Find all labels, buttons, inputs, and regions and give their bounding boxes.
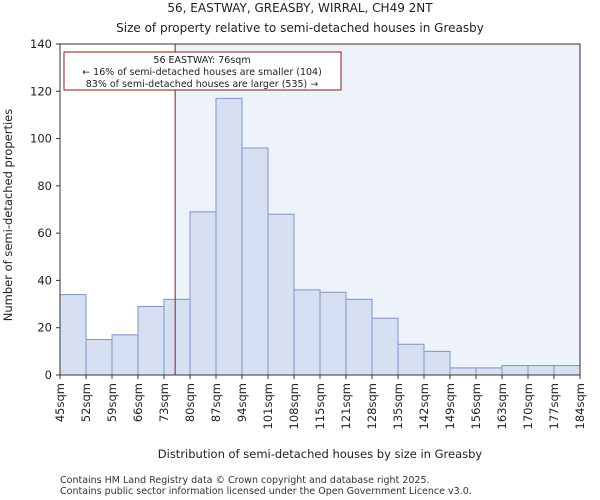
y-tick-label: 40 — [37, 273, 52, 287]
bar-149sqm — [449, 367, 477, 376]
x-tick-label: 156sqm — [469, 383, 483, 429]
bar-52sqm — [85, 339, 113, 376]
bar-80sqm — [189, 211, 217, 376]
x-tick-label: 73sqm — [157, 383, 171, 422]
annotation-line2: ← 16% of semi-detached houses are smalle… — [82, 67, 322, 78]
x-tick-label: 45sqm — [53, 383, 67, 422]
footer-line2: Contains public sector information licen… — [60, 486, 472, 497]
bar-128sqm — [371, 317, 399, 376]
bar-177sqm — [553, 365, 581, 376]
chart-title-line2: Size of property relative to semi-detach… — [116, 21, 484, 35]
x-tick-label: 108sqm — [287, 383, 301, 429]
x-tick-label: 94sqm — [235, 383, 249, 422]
x-tick-label: 128sqm — [365, 383, 379, 429]
y-tick-label: 80 — [37, 179, 52, 193]
bar-66sqm — [137, 305, 165, 376]
y-axis-ticks: 0 20 40 60 80 100 120 140 — [30, 37, 60, 382]
bar-156sqm — [475, 367, 503, 376]
x-tick-label: 59sqm — [105, 383, 119, 422]
bar-142sqm — [423, 350, 451, 376]
x-tick-label: 184sqm — [573, 383, 587, 429]
y-tick-label: 140 — [30, 37, 52, 51]
y-tick-label: 100 — [30, 132, 52, 146]
bar-163sqm — [501, 365, 529, 376]
bar-135sqm — [397, 343, 425, 376]
x-tick-label: 163sqm — [495, 383, 509, 429]
y-tick-label: 0 — [45, 368, 52, 382]
bar-45sqm — [59, 294, 87, 376]
footer-line1: Contains HM Land Registry data © Crown c… — [60, 475, 430, 486]
y-axis-label: Number of semi-detached properties — [1, 109, 15, 321]
x-tick-label: 135sqm — [391, 383, 405, 429]
bars — [59, 97, 581, 376]
x-tick-label: 177sqm — [547, 383, 561, 429]
bar-121sqm — [345, 298, 373, 376]
annotation-line3: 83% of semi-detached houses are larger (… — [86, 79, 319, 90]
chart-title-line1: 56, EASTWAY, GREASBY, WIRRAL, CH49 2NT — [167, 1, 433, 15]
x-tick-label: 170sqm — [521, 383, 535, 429]
x-axis-label: Distribution of semi-detached houses by … — [158, 447, 483, 461]
bar-101sqm — [267, 213, 295, 376]
bar-87sqm — [215, 97, 243, 376]
y-tick-label: 20 — [37, 321, 52, 335]
x-tick-label: 66sqm — [131, 383, 145, 422]
bar-115sqm — [319, 291, 347, 376]
x-axis-ticks: 45sqm 52sqm 59sqm 66sqm 73sqm 80sqm 87sqm 94sqm… — [53, 375, 587, 429]
x-tick-label: 87sqm — [209, 383, 223, 422]
annotation-box: 56 EASTWAY: 76sqm ← 16% of semi-detached… — [63, 51, 342, 91]
y-tick-label: 60 — [37, 226, 52, 240]
x-tick-label: 52sqm — [79, 383, 93, 422]
x-tick-label: 101sqm — [261, 383, 275, 429]
bar-108sqm — [293, 289, 321, 376]
x-tick-label: 142sqm — [417, 383, 431, 429]
x-tick-label: 149sqm — [443, 383, 457, 429]
bar-170sqm — [527, 365, 555, 376]
x-tick-label: 121sqm — [339, 383, 353, 429]
x-tick-label: 115sqm — [313, 383, 327, 429]
bar-73sqm — [163, 298, 191, 376]
annotation-line1: 56 EASTWAY: 76sqm — [153, 55, 250, 66]
bar-94sqm — [241, 147, 269, 376]
x-tick-label: 80sqm — [183, 383, 197, 422]
bar-59sqm — [111, 334, 139, 376]
y-tick-label: 120 — [30, 84, 52, 98]
